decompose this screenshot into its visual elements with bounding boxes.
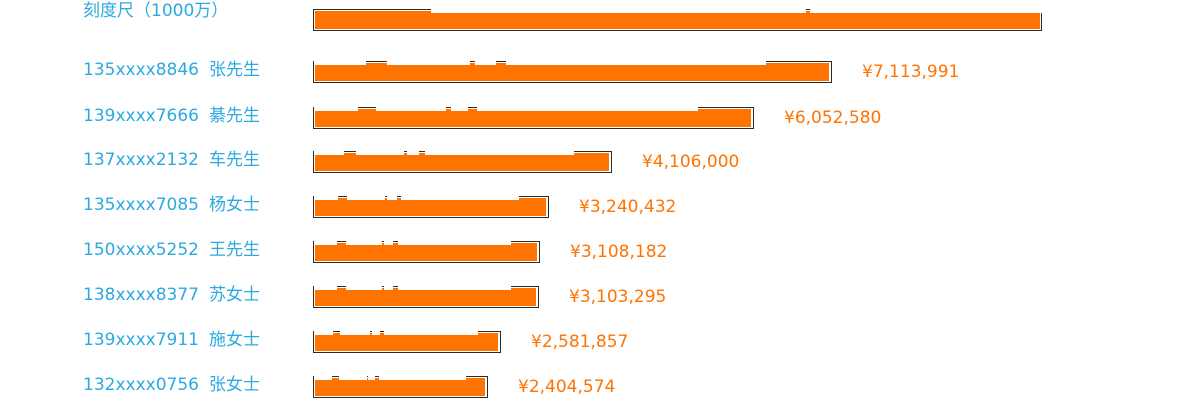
data-bar [313, 60, 832, 83]
bar-top-gap [506, 60, 766, 65]
bar-top-gap [776, 8, 807, 13]
bar-top-gap [314, 60, 366, 65]
row-phone-label: 135xxxx7085 [83, 195, 199, 215]
bar-top-gap [450, 106, 469, 111]
row-phone-label: 139xxxx7911 [83, 330, 199, 350]
bar-top-gap [386, 60, 470, 65]
bar-top-gap [372, 330, 380, 335]
data-bar-fill [315, 109, 751, 127]
bar-top-gap [340, 330, 371, 335]
row-phone-label: 139xxxx7666 [83, 106, 199, 126]
bar-top-gap [384, 240, 394, 245]
scale-bar [313, 8, 1043, 31]
data-bar [313, 150, 612, 173]
scale-bar-fill [315, 11, 1040, 29]
bar-value-label: ¥3,108,182 [570, 242, 668, 262]
data-bar-fill [315, 153, 609, 171]
bar-top-gap [314, 106, 359, 111]
row-name-label: 施女士 [209, 330, 260, 350]
bar-value-label: ¥4,106,000 [642, 152, 740, 172]
row-phone-label: 138xxxx8377 [83, 285, 199, 305]
bar-top-gap [314, 375, 332, 380]
data-bar [313, 330, 501, 353]
bar-top-gap [347, 195, 385, 200]
bar-top-gap [387, 195, 397, 200]
data-bar [313, 285, 539, 308]
bar-top-gap [355, 150, 404, 155]
bar-top-gap [345, 285, 382, 290]
row-name-label: 车先生 [209, 150, 260, 170]
row-name-label: 张先生 [209, 60, 260, 80]
row-phone-label: 150xxxx5252 [83, 240, 199, 260]
bar-top-gap [401, 195, 520, 200]
bar-top-gap [477, 106, 698, 111]
data-bar-fill [315, 288, 536, 306]
bar-top-gap [314, 240, 337, 245]
data-bar-fill [315, 333, 498, 351]
row-name-label: 王先生 [209, 240, 260, 260]
bar-top-gap [314, 330, 333, 335]
data-bar [313, 106, 754, 129]
bar-top-gap [375, 106, 447, 111]
bar-top-gap [397, 240, 512, 245]
bar-top-gap [430, 8, 643, 13]
bar-value-label: ¥3,103,295 [569, 287, 667, 307]
bar-top-gap [474, 60, 496, 65]
bar-top-gap [809, 8, 1043, 13]
bar-top-gap [406, 150, 419, 155]
row-phone-label: 137xxxx2132 [83, 150, 199, 170]
row-name-label: 綦先生 [209, 106, 260, 126]
bar-value-label: ¥2,404,574 [518, 377, 616, 397]
bar-value-label: ¥3,240,432 [579, 197, 677, 217]
bar-top-gap [338, 375, 367, 380]
bar-top-gap [368, 375, 376, 380]
data-bar-fill [315, 198, 546, 216]
data-bar [313, 375, 488, 398]
data-bar-fill [315, 63, 829, 81]
bar-top-gap [314, 285, 337, 290]
bar-top-gap [383, 330, 478, 335]
bar-top-gap [424, 150, 575, 155]
bar-value-label: ¥7,113,991 [862, 62, 960, 82]
scale-label: 刻度尺（1000万） [83, 1, 229, 21]
bar-top-gap [384, 285, 394, 290]
bar-top-gap [378, 375, 467, 380]
data-bar [313, 195, 549, 218]
data-bar-fill [315, 243, 537, 261]
bar-value-label: ¥2,581,857 [531, 332, 629, 352]
bar-top-gap [345, 240, 383, 245]
data-bar [313, 240, 540, 263]
bar-top-gap [397, 285, 511, 290]
row-name-label: 张女士 [209, 375, 260, 395]
data-bar-fill [315, 378, 485, 396]
bar-top-gap [561, 8, 788, 13]
row-name-label: 杨女士 [209, 195, 260, 215]
row-phone-label: 132xxxx0756 [83, 375, 199, 395]
bar-top-gap [314, 195, 338, 200]
bar-value-label: ¥6,052,580 [784, 108, 882, 128]
row-phone-label: 135xxxx8846 [83, 60, 199, 80]
bar-top-gap [314, 150, 344, 155]
row-name-label: 苏女士 [209, 285, 260, 305]
